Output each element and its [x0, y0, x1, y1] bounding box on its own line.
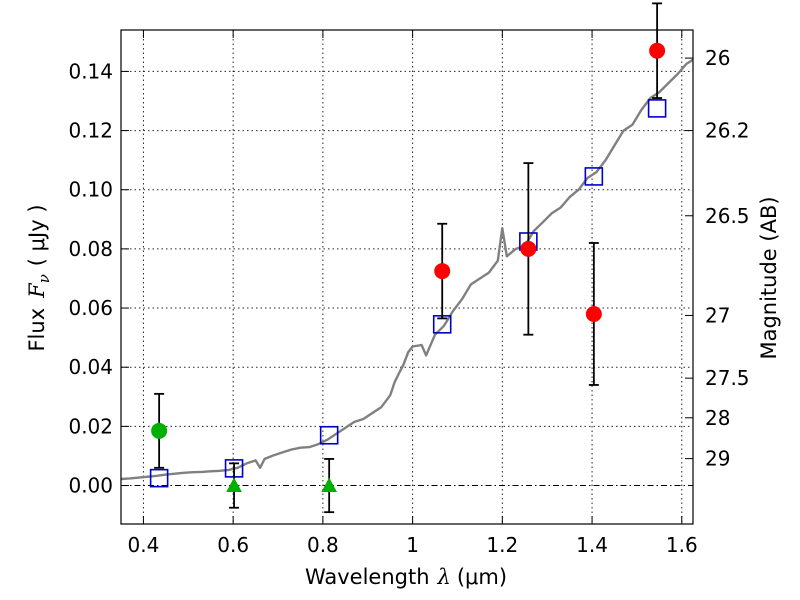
- x-tick-label: 0.6: [217, 533, 249, 557]
- y-tick-label: 0.02: [68, 414, 113, 438]
- plot-frame: [120, 29, 694, 525]
- y2-tick-label: 27.5: [705, 366, 750, 390]
- model-flux-square: [584, 167, 604, 186]
- x-tick-label: 0.8: [307, 533, 339, 557]
- y2-tick-label: 29: [705, 447, 730, 471]
- y2-axis-label: Magnitude (AB): [757, 196, 781, 359]
- observed-flux-point: [520, 240, 537, 257]
- y-tick-label: 0.08: [68, 237, 113, 261]
- y-tick-label: 0.04: [68, 355, 113, 379]
- observed-flux-point: [434, 263, 451, 280]
- observed-flux-point: [151, 422, 168, 439]
- y-tick-label: 0.12: [68, 119, 113, 143]
- y-tick-label: 0.10: [68, 178, 113, 202]
- axis-ticks: 0.4 0.6 0.8 1 1.2 1.4 1.6 0.00 0.02 0.04 0.06 0.08 0…: [68, 30, 750, 557]
- x-tick-label: 1: [406, 533, 419, 557]
- model-flux-square: [149, 468, 169, 488]
- observed-flux-point: [585, 305, 602, 322]
- plot-area: [121, 58, 693, 481]
- model-flux-square: [319, 425, 339, 445]
- y2-tick-label: 26: [705, 46, 730, 70]
- x-tick-label: 1.2: [486, 533, 518, 557]
- grid-lines: [121, 30, 693, 524]
- x-tick-label: 1.4: [576, 533, 608, 557]
- observed-flux-point: [649, 42, 666, 59]
- y-axis-label: FluxFν( μJy ): [25, 204, 53, 351]
- model-spectrum-line: [121, 58, 693, 481]
- y-tick-label: 0.14: [68, 59, 113, 83]
- y2-tick-label: 26.5: [705, 204, 750, 228]
- y2-tick-label: 27: [705, 303, 730, 327]
- markers: [149, 2, 667, 514]
- upper-limit-triangle: [321, 477, 338, 493]
- y-tick-label: 0.06: [68, 296, 113, 320]
- y2-tick-label: 26.2: [705, 119, 750, 143]
- y-tick-label: 0.00: [68, 474, 113, 498]
- x-axis-label: Wavelength λ (μm): [305, 565, 507, 589]
- model-flux-square: [647, 99, 667, 118]
- upper-limit-triangle: [226, 477, 242, 493]
- x-tick-label: 0.4: [128, 533, 160, 557]
- x-tick-label: 1.6: [666, 533, 698, 557]
- y2-tick-label: 28: [705, 406, 730, 430]
